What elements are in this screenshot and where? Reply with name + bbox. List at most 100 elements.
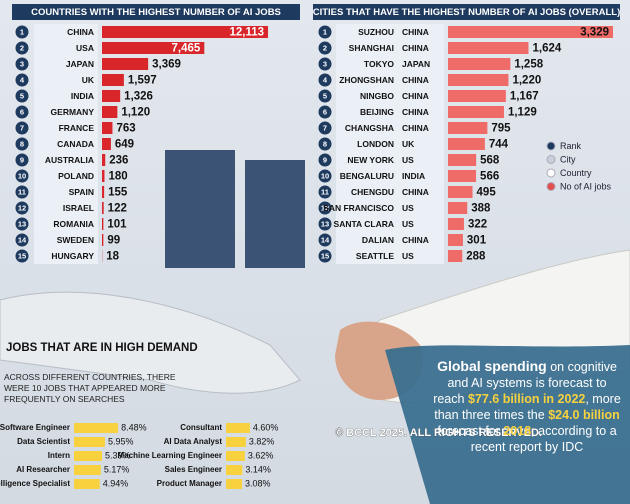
bar	[102, 170, 105, 182]
rank-badge	[15, 137, 29, 151]
category-label: CHANGSHA	[345, 123, 394, 133]
rank: 8	[20, 139, 24, 148]
bar	[448, 58, 511, 70]
bar	[102, 202, 104, 214]
rank: 15	[18, 251, 26, 260]
category-label: Software Engineer	[0, 423, 70, 432]
category-label: SPAIN	[69, 187, 94, 197]
note-text: $77.6 billion in 2022	[467, 392, 586, 406]
value-label: 180	[108, 171, 127, 183]
bar	[448, 122, 488, 134]
rank-badge	[15, 73, 29, 87]
rank: 1	[20, 27, 24, 36]
bar	[102, 154, 106, 166]
bar	[448, 250, 463, 262]
country-label: US	[402, 155, 414, 165]
value-label: 301	[467, 235, 487, 247]
rank: 9	[323, 155, 327, 164]
rank-badge	[15, 121, 29, 135]
rank: 8	[323, 139, 327, 148]
category-label: Product Manager	[157, 479, 222, 488]
rank: 3	[323, 59, 327, 68]
category-label: TOKYO	[364, 59, 394, 69]
bar	[448, 170, 477, 182]
note: Global spending on cognitive and AI syst…	[432, 358, 622, 455]
rank: 6	[323, 107, 327, 116]
label-panel	[336, 24, 444, 264]
rank-badge	[15, 105, 29, 119]
country-label: UK	[402, 139, 415, 149]
rank: 5	[20, 91, 24, 100]
value-label: 1,129	[508, 107, 537, 119]
value-label: 568	[480, 155, 500, 167]
rank-badge	[15, 217, 29, 231]
rank: 7	[20, 123, 24, 132]
category-label: Sales Engineer	[165, 465, 222, 474]
category-label: CHENGDU	[351, 187, 394, 197]
value-label: 8.48%	[121, 422, 147, 432]
value-label: 7,465	[172, 43, 201, 55]
bar	[102, 138, 111, 150]
note-text: 2018	[503, 424, 532, 438]
value-label: 1,326	[124, 91, 153, 103]
category-label: FRANCE	[59, 123, 95, 133]
category-label: SANTA CLARA	[334, 219, 394, 229]
rank-badge	[318, 233, 332, 247]
rank-badge	[318, 89, 332, 103]
bar	[102, 234, 104, 246]
rank-badge	[15, 153, 29, 167]
category-label: ISRAEL	[63, 203, 94, 213]
category-label: SWEDEN	[57, 235, 94, 245]
rank: 9	[20, 155, 24, 164]
rank-badge	[318, 201, 332, 215]
rank: 14	[18, 235, 27, 244]
category-label: SEATTLE	[356, 251, 394, 261]
rank-badge	[318, 169, 332, 183]
bar	[448, 42, 529, 54]
category-label: BENGALURU	[340, 171, 394, 181]
value-label: 18	[106, 251, 119, 263]
legend-swatch	[546, 155, 556, 164]
bar	[226, 423, 250, 433]
rank: 7	[323, 123, 327, 132]
category-label: ZHONGSHAN	[339, 75, 394, 85]
value-label: 763	[116, 123, 135, 135]
rank-badge	[318, 185, 332, 199]
category-label: ROMANIA	[53, 219, 94, 229]
bar	[74, 423, 119, 433]
books-illustration	[245, 160, 305, 268]
note-text: , more than three times the	[434, 392, 621, 422]
note-panel	[385, 345, 630, 504]
value-label: 744	[489, 139, 509, 151]
bar	[226, 465, 243, 475]
rank-badge	[318, 57, 332, 71]
category-label: AI Data Analyst	[164, 437, 223, 446]
country-label: US	[402, 203, 414, 213]
rank-badge	[318, 73, 332, 87]
value-label: 795	[491, 123, 511, 135]
header	[313, 4, 620, 20]
value-label: 155	[108, 187, 128, 199]
category-label: CHINA	[67, 27, 94, 37]
value-label: 1,597	[128, 75, 157, 87]
country-label: CHINA	[402, 187, 429, 197]
category-label: HUNGARY	[51, 251, 94, 261]
chart-title: CITIES THAT HAVE THE HIGHEST NUMBER OF A…	[313, 7, 621, 18]
category-label: AI Researcher	[16, 465, 70, 474]
value-label: 322	[468, 219, 487, 231]
bar	[102, 90, 121, 102]
value-label: 3,369	[152, 59, 181, 71]
header	[12, 4, 300, 20]
rank: 11	[321, 187, 329, 196]
note-text: on cognitive and AI systems is forecast …	[433, 360, 617, 406]
rank: 5	[323, 91, 327, 100]
country-label: CHINA	[402, 107, 429, 117]
category-label: AUSTRALIA	[45, 155, 94, 165]
credit: © BCCL 2025. ALL RIGHTS RESERVED.	[335, 427, 542, 439]
rank: 2	[323, 43, 327, 52]
category-label: SUZHOU	[358, 27, 394, 37]
rank: 13	[18, 219, 26, 228]
legend-label: No of AI jobs	[560, 181, 612, 191]
rank-badge	[318, 41, 332, 55]
rank-badge	[15, 169, 29, 183]
